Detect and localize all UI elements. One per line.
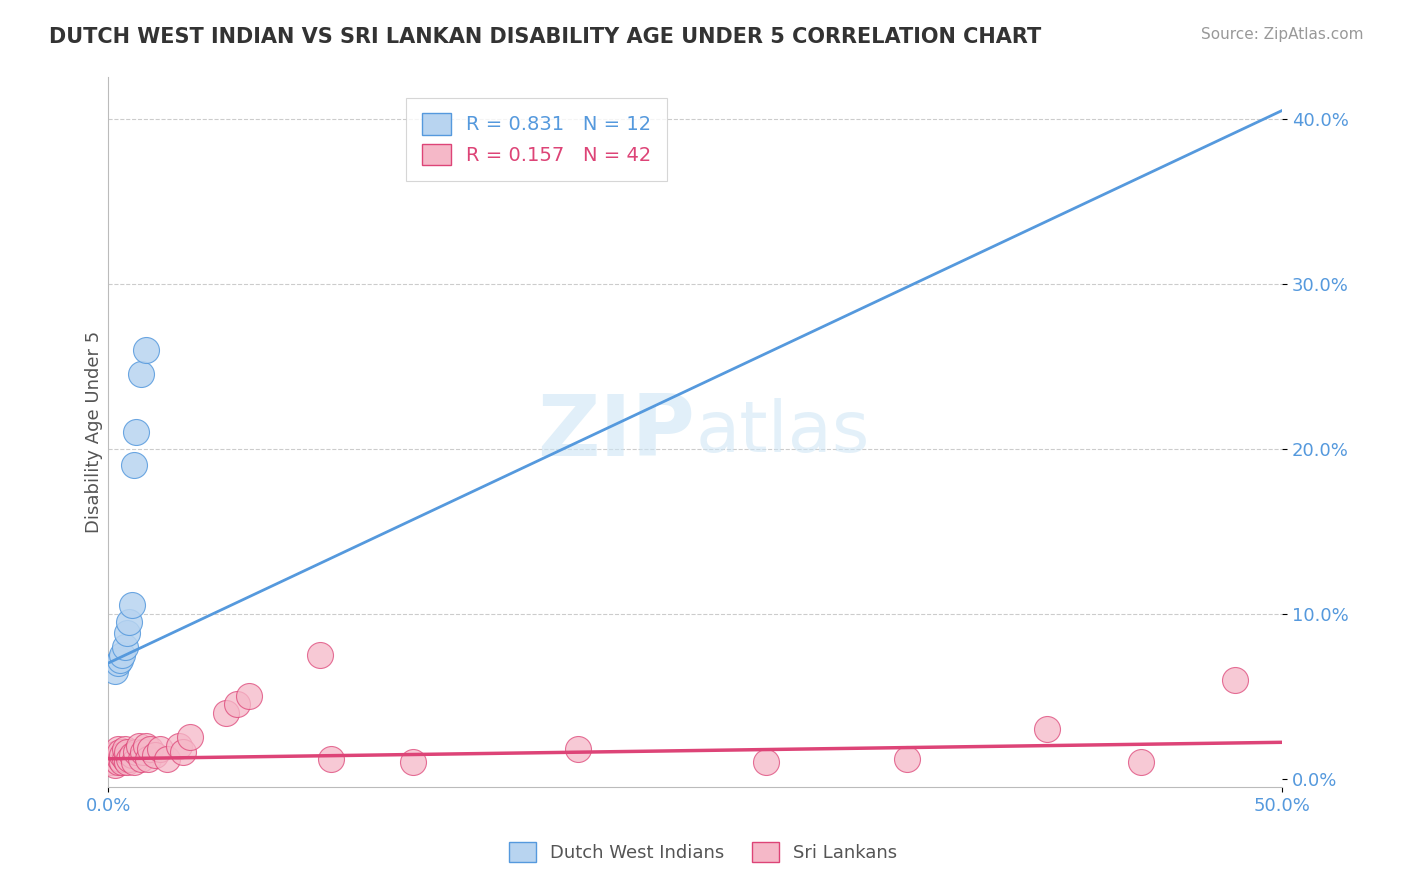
Point — [114, 752, 136, 766]
Point — [172, 745, 194, 759]
Point — [308, 648, 330, 662]
Point — [101, 752, 124, 766]
Point — [104, 747, 127, 761]
Point — [122, 755, 145, 769]
Point — [402, 755, 425, 769]
Point — [139, 742, 162, 756]
Point — [167, 739, 190, 753]
Point — [107, 656, 129, 670]
Point — [118, 752, 141, 766]
Point — [179, 731, 201, 745]
Text: Source: ZipAtlas.com: Source: ZipAtlas.com — [1201, 27, 1364, 42]
Point — [115, 626, 138, 640]
Point — [114, 742, 136, 756]
Point — [135, 343, 157, 357]
Point — [107, 755, 129, 769]
Point — [125, 745, 148, 759]
Point — [149, 742, 172, 756]
Point — [111, 748, 134, 763]
Point — [122, 458, 145, 472]
Point — [896, 752, 918, 766]
Text: atlas: atlas — [695, 398, 869, 467]
Point — [129, 752, 152, 766]
Point — [238, 689, 260, 703]
Point — [111, 648, 134, 662]
Point — [567, 742, 589, 756]
Point — [135, 739, 157, 753]
Point — [321, 752, 343, 766]
Legend: Dutch West Indians, Sri Lankans: Dutch West Indians, Sri Lankans — [502, 835, 904, 870]
Point — [128, 739, 150, 753]
Point — [136, 752, 159, 766]
Point — [755, 755, 778, 769]
Point — [107, 742, 129, 756]
Point — [111, 755, 134, 769]
Point — [115, 745, 138, 759]
Legend: R = 0.831   N = 12, R = 0.157   N = 42: R = 0.831 N = 12, R = 0.157 N = 42 — [406, 98, 668, 181]
Point — [104, 758, 127, 772]
Point — [108, 745, 131, 759]
Point — [143, 748, 166, 763]
Point — [100, 755, 122, 769]
Y-axis label: Disability Age Under 5: Disability Age Under 5 — [86, 331, 103, 533]
Point — [1225, 673, 1247, 687]
Point — [114, 640, 136, 654]
Point — [129, 368, 152, 382]
Point — [115, 755, 138, 769]
Text: DUTCH WEST INDIAN VS SRI LANKAN DISABILITY AGE UNDER 5 CORRELATION CHART: DUTCH WEST INDIAN VS SRI LANKAN DISABILI… — [49, 27, 1042, 46]
Point — [214, 706, 236, 720]
Point — [132, 745, 155, 759]
Point — [121, 748, 143, 763]
Point — [156, 752, 179, 766]
Point — [104, 665, 127, 679]
Text: ZIP: ZIP — [537, 391, 695, 474]
Point — [125, 425, 148, 439]
Point — [226, 698, 249, 712]
Point — [1130, 755, 1153, 769]
Point — [108, 752, 131, 766]
Point — [108, 653, 131, 667]
Point — [1036, 722, 1059, 736]
Point — [118, 615, 141, 629]
Point — [121, 599, 143, 613]
